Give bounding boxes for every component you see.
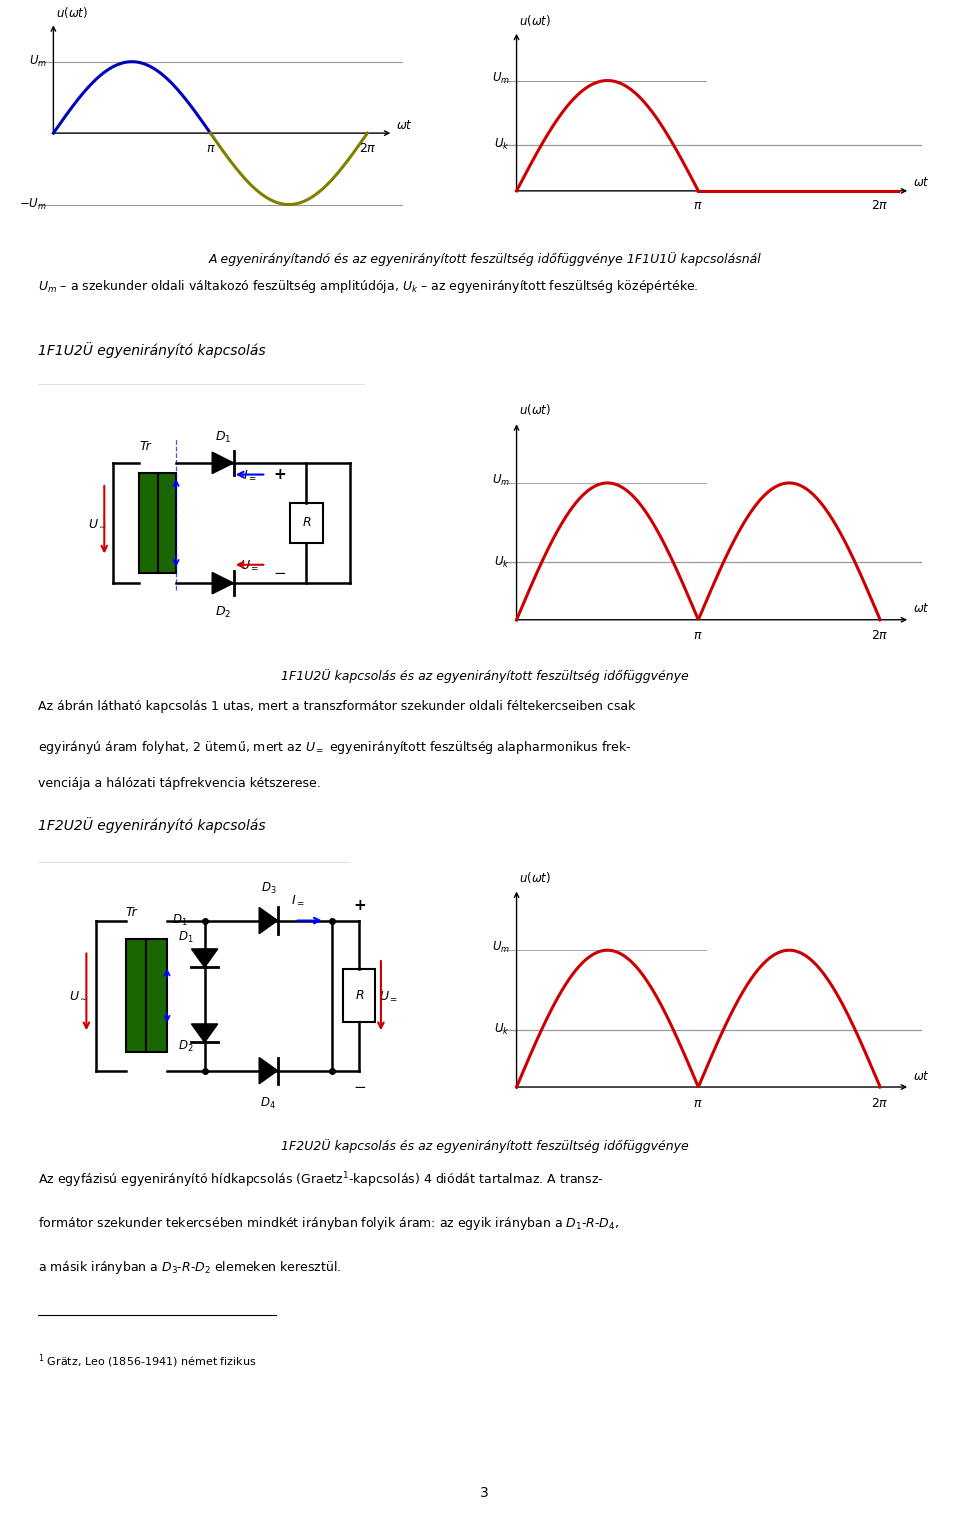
Text: $u(\omega t)$: $u(\omega t)$	[56, 5, 88, 20]
Text: $u(\omega t)$: $u(\omega t)$	[519, 12, 552, 27]
Text: formátor szekunder tekercsében mindkét irányban folyik áram: az egyik irányban a: formátor szekunder tekercsében mindkét i…	[38, 1215, 619, 1232]
Text: $R$: $R$	[354, 989, 364, 1002]
Text: $U_k$: $U_k$	[494, 137, 510, 153]
Text: $I_{=}$: $I_{=}$	[291, 893, 304, 907]
Text: $R$: $R$	[301, 516, 311, 530]
Text: $\omega t$: $\omega t$	[913, 602, 929, 615]
Text: $D_4$: $D_4$	[260, 1096, 276, 1112]
Polygon shape	[212, 452, 233, 473]
Text: $^1$ Grätz, Leo (1856-1941) német fizikus: $^1$ Grätz, Leo (1856-1941) német fiziku…	[38, 1353, 257, 1370]
Text: $\pi$: $\pi$	[693, 629, 703, 643]
Text: $\omega t$: $\omega t$	[396, 119, 413, 133]
Text: $U_m$: $U_m$	[492, 70, 510, 86]
Text: $U_{=}$: $U_{=}$	[379, 989, 398, 1002]
Text: 1F1U2Ü kapcsolás és az egyenirányított feszültség időfüggvénye: 1F1U2Ü kapcsolás és az egyenirányított f…	[281, 669, 688, 683]
Text: $U_m$: $U_m$	[492, 473, 510, 487]
Text: egyirányú áram folyhat, 2 ütemű, mert az $U_{=}$ egyenirányított feszültség alap: egyirányú áram folyhat, 2 ütemű, mert az…	[38, 739, 632, 756]
Text: $U_m$: $U_m$	[30, 53, 47, 69]
Text: $U_m$: $U_m$	[492, 941, 510, 954]
Text: 3: 3	[480, 1486, 490, 1500]
Text: $D_1$: $D_1$	[178, 930, 194, 945]
Text: Tr: Tr	[139, 440, 151, 454]
Text: $U_{\sim}$: $U_{\sim}$	[69, 989, 88, 1002]
Text: 1F2U2Ü egyenirányító kapcsolás: 1F2U2Ü egyenirányító kapcsolás	[38, 817, 266, 832]
Text: $D_2$: $D_2$	[215, 605, 231, 620]
Text: 1F1U2Ü egyenirányító kapcsolás: 1F1U2Ü egyenirányító kapcsolás	[38, 342, 266, 357]
Text: $U_{=}$: $U_{=}$	[240, 559, 259, 571]
Bar	[344, 970, 375, 1022]
Text: $-$: $-$	[273, 563, 286, 579]
Text: $\pi$: $\pi$	[693, 199, 703, 212]
Text: +: +	[353, 898, 366, 913]
Polygon shape	[212, 573, 233, 594]
Text: $U_{\sim}$: $U_{\sim}$	[88, 516, 108, 530]
Text: $U_k$: $U_k$	[494, 1022, 510, 1037]
Polygon shape	[259, 1058, 277, 1084]
Text: $2\pi$: $2\pi$	[872, 199, 889, 212]
Text: $2\pi$: $2\pi$	[872, 1096, 889, 1110]
Text: $I_{=}$: $I_{=}$	[243, 469, 256, 481]
Text: $U_k$: $U_k$	[494, 554, 510, 570]
Text: $\pi$: $\pi$	[205, 142, 215, 156]
Text: $D_3$: $D_3$	[260, 881, 276, 896]
Text: $D_2$: $D_2$	[178, 1038, 194, 1054]
Text: venciája a hálózati tápfrekvencia kétszerese.: venciája a hálózati tápfrekvencia kétsze…	[38, 777, 322, 791]
Text: Az ábrán látható kapcsolás 1 utas, mert a transzformátor szekunder oldali féltek: Az ábrán látható kapcsolás 1 utas, mert …	[38, 699, 636, 713]
Text: $2\pi$: $2\pi$	[358, 142, 376, 156]
Text: Az egyfázisú egyenirányító hídkapcsolás (Graetz$^1$-kapcsolás) 4 diódát tartalma: Az egyfázisú egyenirányító hídkapcsolás …	[38, 1171, 604, 1190]
Text: $u(\omega t)$: $u(\omega t)$	[519, 869, 552, 884]
Polygon shape	[259, 907, 277, 933]
Bar	[290, 502, 324, 544]
Text: $-U_m$: $-U_m$	[19, 197, 47, 212]
Text: Tr: Tr	[126, 906, 137, 919]
Text: $\omega t$: $\omega t$	[913, 176, 929, 188]
Bar	[139, 473, 157, 573]
Text: $\omega t$: $\omega t$	[913, 1069, 929, 1083]
Text: +: +	[274, 467, 286, 483]
Text: A egyenirányítandó és az egyenirányított feszültség időfüggvénye 1F1U1Ü kapcsolá: A egyenirányítandó és az egyenirányított…	[208, 252, 761, 266]
Text: 1F2U2Ü kapcsolás és az egyenirányított feszültség időfüggvénye: 1F2U2Ü kapcsolás és az egyenirányított f…	[281, 1139, 688, 1153]
Bar	[147, 939, 167, 1052]
Bar	[157, 473, 176, 573]
Bar	[126, 939, 147, 1052]
Text: $2\pi$: $2\pi$	[872, 629, 889, 643]
Text: $\pi$: $\pi$	[693, 1096, 703, 1110]
Polygon shape	[191, 948, 218, 967]
Text: $-$: $-$	[352, 1078, 366, 1093]
Polygon shape	[191, 1025, 218, 1043]
Text: $u(\omega t)$: $u(\omega t)$	[519, 402, 552, 417]
Text: $U_m$ – a szekunder oldali váltakozó feszültség amplitúdója, $U_k$ – az egyenirá: $U_m$ – a szekunder oldali váltakozó fes…	[38, 278, 699, 295]
Text: $D_1$: $D_1$	[215, 429, 231, 444]
Text: $D_1$: $D_1$	[173, 913, 188, 928]
Text: a másik irányban a $D_3$-$R$-$D_2$ elemeken keresztül.: a másik irányban a $D_3$-$R$-$D_2$ eleme…	[38, 1260, 342, 1277]
